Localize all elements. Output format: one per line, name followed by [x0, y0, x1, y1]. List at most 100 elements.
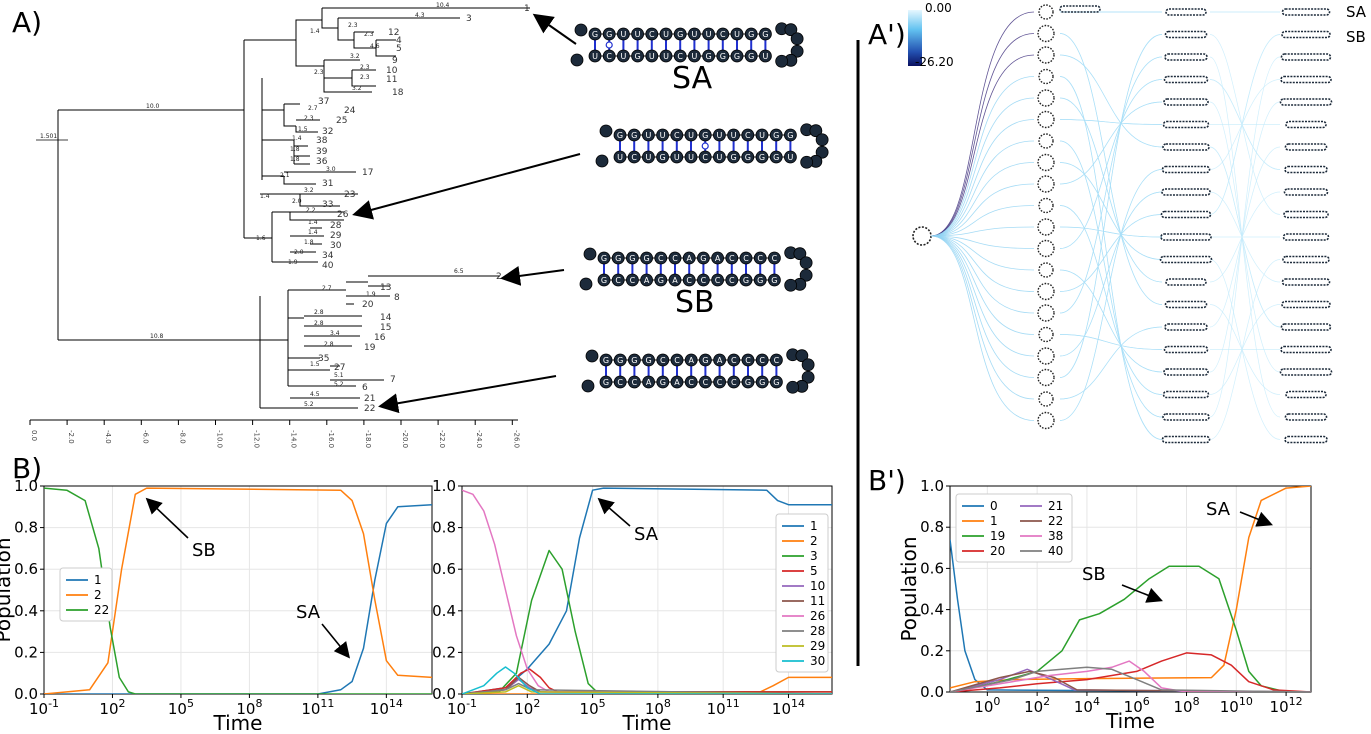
nucleotide-letter: C — [615, 276, 621, 285]
nucleotide — [656, 353, 670, 367]
branch-length: 3.4 — [330, 330, 340, 337]
branch-length: 2.7 — [322, 285, 332, 292]
transition-edge — [1059, 54, 1163, 148]
nucleotide — [702, 27, 715, 41]
nucleotide-letter: C — [672, 254, 678, 263]
x-tick-label: 100 — [974, 695, 1000, 716]
branch-length: 1.4 — [308, 219, 318, 226]
leaf-label: 10 — [386, 66, 398, 76]
nucleotide — [682, 273, 696, 287]
branch-length: 5.2 — [334, 381, 344, 388]
leaf-label: 25 — [336, 116, 347, 126]
nucleotide-letter: U — [645, 153, 651, 162]
leaf-label: 11 — [386, 75, 397, 85]
nucleotide-letter: U — [787, 153, 793, 162]
annotation-sa-left: SA — [296, 602, 321, 623]
transition-edge — [930, 119, 1035, 237]
branch-length: 5.1 — [334, 372, 344, 379]
nucleotide-letter: U — [592, 52, 598, 61]
nucleotide-letter: A — [686, 254, 692, 263]
leaf-label: 30 — [330, 241, 342, 251]
tree-axis-tick-label: -8.0 — [178, 430, 186, 444]
leaf-label: 4 — [396, 36, 402, 46]
landscape-label-sb: SB — [1346, 28, 1366, 46]
structure-arrows — [352, 13, 581, 414]
series-line-20 — [950, 652, 1311, 692]
structure-glyph — [1284, 143, 1328, 151]
leaf-label: 40 — [322, 261, 334, 271]
nucleotide — [768, 251, 781, 265]
structure-glyph — [1161, 435, 1211, 444]
nucleotide-letter: G — [660, 378, 666, 387]
transition-edge — [1059, 326, 1163, 400]
annotation-sb-left: SB — [192, 540, 216, 561]
nucleotide — [713, 128, 726, 142]
y-tick-label: 0.2 — [920, 642, 944, 660]
nucleotide — [725, 273, 739, 287]
y-axis-label: Population — [0, 537, 15, 642]
transition-edge — [1059, 34, 1163, 378]
transition-edge — [930, 140, 1035, 237]
tree-axis-tick-label: -16.0 — [327, 430, 335, 448]
structure-glyph — [1037, 24, 1055, 43]
nucleotide-letter: U — [691, 52, 697, 61]
structure-glyph — [1037, 347, 1055, 365]
transition-edge — [1209, 34, 1281, 215]
branch-length: 1.4 — [308, 229, 318, 236]
chart-annotation-arrows — [145, 497, 1273, 659]
loop-nucleotide — [793, 247, 807, 261]
nucleotide — [741, 128, 755, 142]
nucleotide — [670, 375, 684, 389]
y-tick-label: 0.0 — [920, 683, 944, 701]
nucleotide-letter: G — [700, 254, 706, 263]
nucleotide — [744, 27, 758, 41]
nucleotide-letter: C — [745, 131, 751, 140]
leaf-label: 13 — [380, 283, 391, 293]
nucleotide — [713, 150, 726, 164]
nucleotide-letter: C — [743, 254, 749, 263]
legend-label: 0 — [990, 499, 998, 513]
nucleotide — [744, 49, 758, 63]
structure-glyph — [1037, 110, 1055, 129]
nucleotide — [713, 375, 726, 389]
arrow — [597, 497, 631, 527]
branch-length: 1.9 — [366, 291, 376, 298]
nucleotide-letter: C — [701, 276, 707, 285]
legend-label: 26 — [810, 609, 825, 623]
loop-nucleotide — [583, 247, 597, 261]
structure-glyph — [1038, 391, 1054, 407]
arrow — [500, 265, 565, 286]
nucleotide-letter: G — [734, 52, 740, 61]
nucleotide — [642, 128, 655, 142]
legend-label: 40 — [1048, 544, 1063, 558]
nucleotide — [682, 251, 696, 265]
nucleotide-letter: U — [663, 52, 669, 61]
series-line-5 — [462, 668, 832, 694]
leaf-label: 16 — [374, 333, 386, 343]
nucleotide — [711, 273, 724, 287]
nucleotide — [759, 49, 772, 63]
nucleotide-letter: A — [715, 254, 721, 263]
loop-nucleotide — [809, 124, 823, 138]
nucleotide-letter: G — [771, 276, 777, 285]
nucleotide — [698, 128, 712, 142]
nucleotide-letter: U — [617, 153, 623, 162]
structure-glyph — [1037, 153, 1055, 172]
panel-label-a: A) — [12, 6, 42, 39]
branch-length: 4.5 — [310, 391, 320, 398]
y-tick-label: 0.2 — [14, 643, 38, 661]
nucleotide-letter: G — [773, 153, 779, 162]
nucleotide — [741, 353, 755, 367]
nucleotide — [739, 273, 753, 287]
legend-label: 2 — [810, 534, 818, 548]
nucleotide-letter: G — [762, 30, 768, 39]
nucleotide-letter: G — [748, 30, 754, 39]
leaf-label: 37 — [318, 97, 329, 107]
nucleotide-letter: G — [730, 153, 736, 162]
leaf-label: 36 — [316, 157, 328, 167]
nucleotide — [628, 375, 641, 389]
branch-length: 2.7 — [308, 105, 318, 112]
branch-length: 2.2 — [306, 207, 316, 214]
